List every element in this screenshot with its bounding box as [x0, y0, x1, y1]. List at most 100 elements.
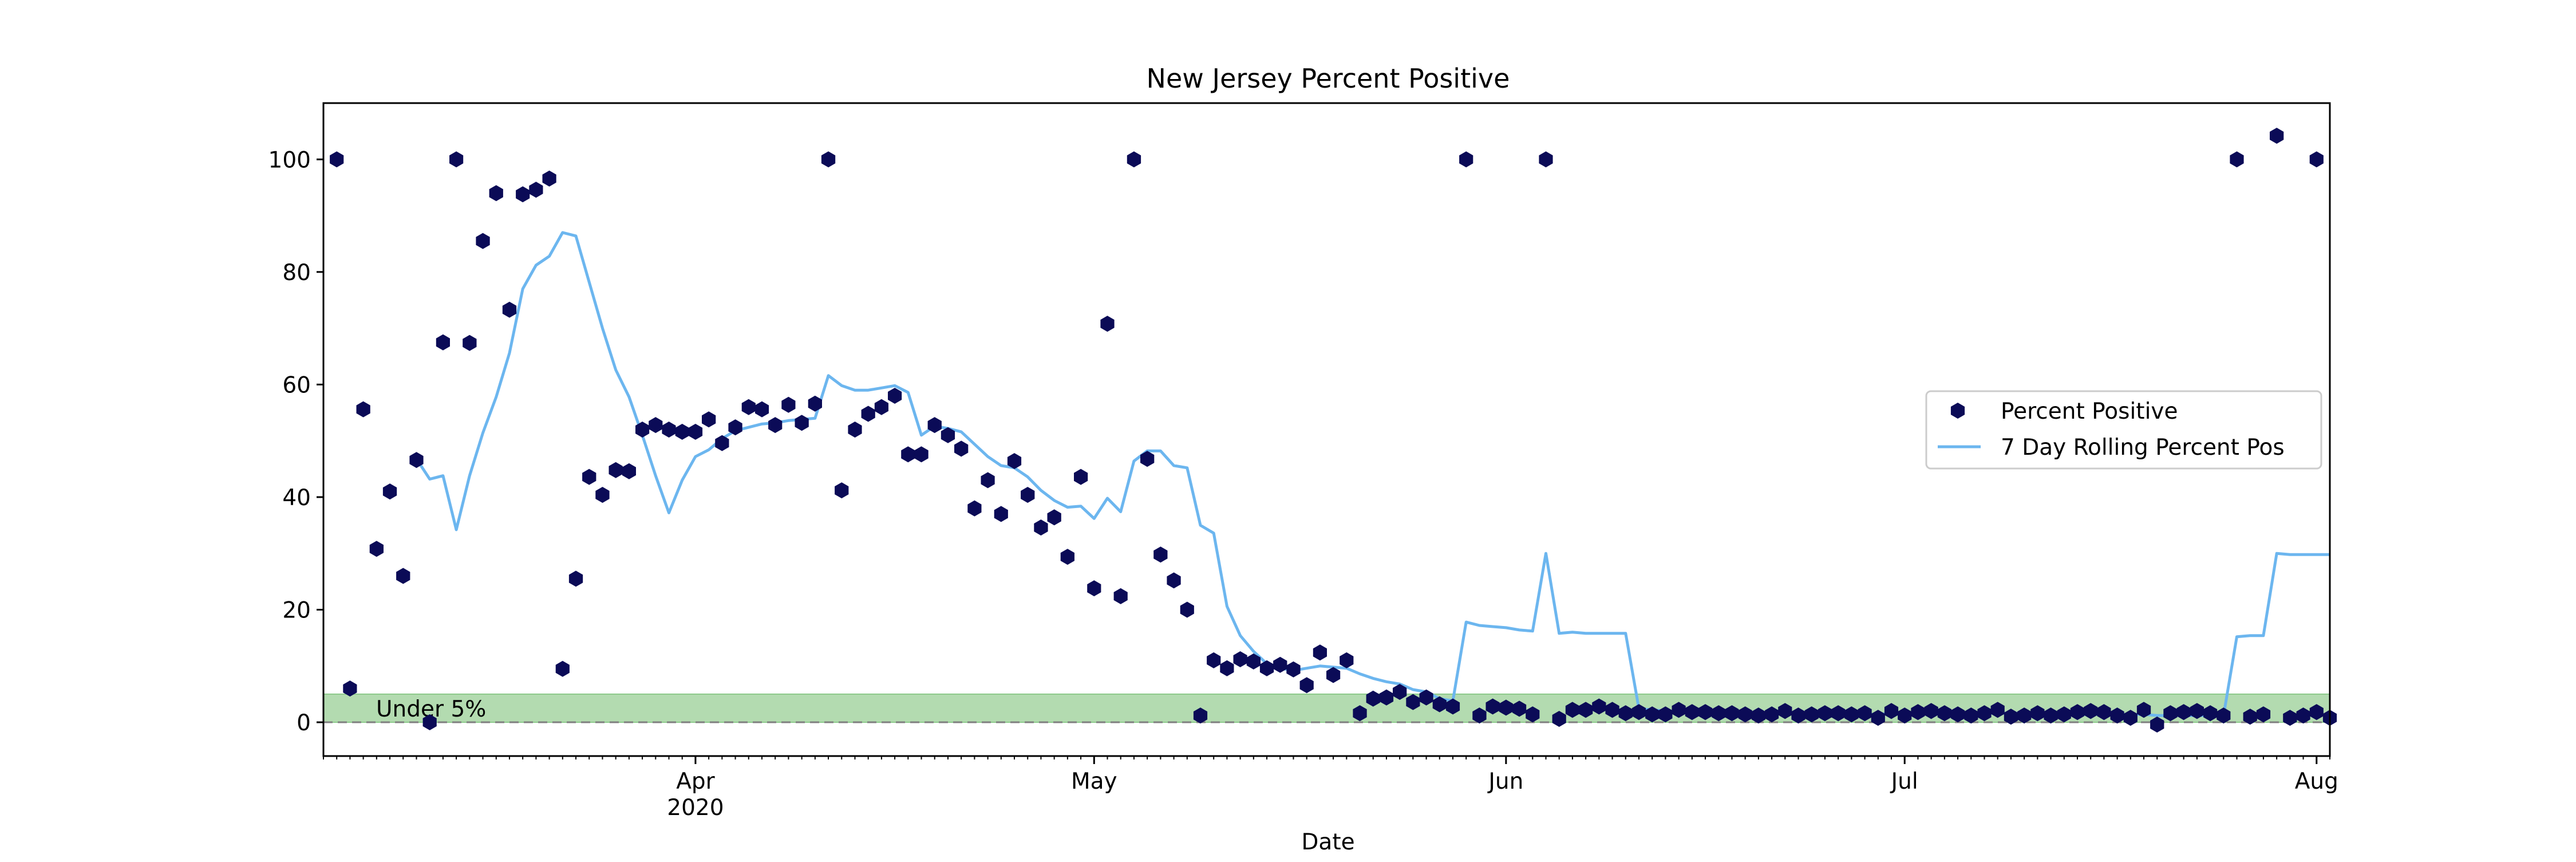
data-point	[874, 399, 888, 415]
data-point	[781, 396, 796, 413]
data-point	[568, 570, 583, 587]
data-point	[1220, 660, 1234, 676]
data-point	[1100, 316, 1115, 332]
data-point	[941, 427, 955, 443]
data-point	[529, 182, 543, 198]
data-point	[555, 660, 570, 677]
data-point	[1738, 706, 1752, 723]
data-point	[1539, 151, 1553, 168]
data-point	[369, 541, 384, 557]
data-point	[1526, 706, 1540, 723]
data-point	[1153, 546, 1168, 563]
data-point	[1273, 656, 1287, 673]
data-point	[1193, 707, 1208, 724]
data-point	[1459, 151, 1473, 168]
data-point	[1047, 509, 1061, 526]
data-point	[635, 422, 650, 438]
data-point	[1685, 704, 1699, 721]
data-point	[1060, 549, 1074, 565]
data-point	[1804, 706, 1819, 723]
data-point	[914, 446, 929, 463]
data-point	[1021, 487, 1035, 503]
data-point	[1286, 661, 1301, 678]
data-point	[927, 417, 942, 434]
data-point	[409, 452, 424, 469]
data-point	[1911, 704, 1925, 721]
data-point	[1007, 453, 1022, 469]
data-point	[715, 435, 729, 451]
data-point	[1977, 705, 1992, 722]
data-point	[1645, 706, 1660, 723]
data-point	[582, 469, 596, 485]
data-point	[489, 185, 503, 202]
plot-frame	[322, 102, 2331, 757]
data-point	[1127, 151, 1141, 168]
data-point	[2163, 705, 2178, 722]
data-point	[2309, 704, 2324, 721]
data-point	[1831, 705, 1846, 722]
data-point	[1313, 644, 1327, 661]
data-point	[1658, 706, 1673, 723]
data-point	[1778, 703, 1792, 719]
data-point	[2256, 706, 2271, 723]
y-tick-label: 20	[282, 597, 311, 623]
legend-label-percent-positive: Percent Positive	[2001, 399, 2178, 424]
data-point	[981, 472, 995, 489]
data-point	[1924, 703, 1938, 719]
y-tick-label: 40	[282, 485, 311, 511]
data-point	[1990, 702, 2005, 718]
data-point	[1326, 667, 1341, 683]
data-point	[1592, 698, 1606, 715]
data-point	[1167, 572, 1181, 589]
data-point	[2017, 707, 2032, 724]
y-tick-label: 100	[268, 147, 311, 173]
data-point	[1712, 705, 1726, 722]
x-tick-label: May	[1071, 769, 1117, 794]
data-point	[1751, 707, 1765, 724]
data-point	[449, 151, 464, 168]
data-point	[1725, 705, 1739, 722]
data-point	[2217, 707, 2231, 724]
data-point	[649, 417, 663, 434]
data-point	[1791, 707, 1805, 724]
data-point	[702, 411, 716, 428]
data-point	[1858, 705, 1872, 722]
data-point	[1445, 698, 1460, 715]
data-point	[1233, 651, 1247, 667]
data-point	[2230, 151, 2244, 168]
data-point	[1432, 696, 1447, 713]
data-point	[954, 440, 969, 457]
data-point	[2084, 703, 2098, 719]
data-point	[901, 446, 915, 463]
data-point	[1207, 652, 1221, 668]
data-point	[330, 151, 344, 168]
data-point	[382, 483, 397, 500]
x-tick-label: Apr	[676, 769, 715, 794]
data-point	[476, 233, 490, 249]
data-point	[2283, 710, 2297, 726]
data-point	[848, 422, 862, 438]
x-tick-label: Jun	[1487, 769, 1523, 794]
y-tick-label: 80	[282, 260, 311, 286]
legend-label-rolling: 7 Day Rolling Percent Pos	[2001, 435, 2285, 460]
data-point	[688, 423, 703, 440]
data-point	[2309, 151, 2324, 168]
data-point	[396, 568, 410, 584]
data-point	[1579, 702, 1593, 718]
x-tick-label: Aug	[2295, 769, 2338, 794]
data-point	[1565, 702, 1579, 718]
data-point	[1074, 469, 1088, 485]
data-point	[1113, 588, 1128, 604]
data-point	[1180, 601, 1194, 618]
data-point	[1246, 653, 1261, 670]
data-point	[1485, 698, 1500, 715]
data-point	[2044, 707, 2058, 724]
data-point	[595, 487, 610, 503]
data-point	[622, 463, 636, 479]
data-point	[728, 419, 742, 436]
data-point	[2296, 707, 2310, 724]
data-point	[808, 395, 822, 412]
